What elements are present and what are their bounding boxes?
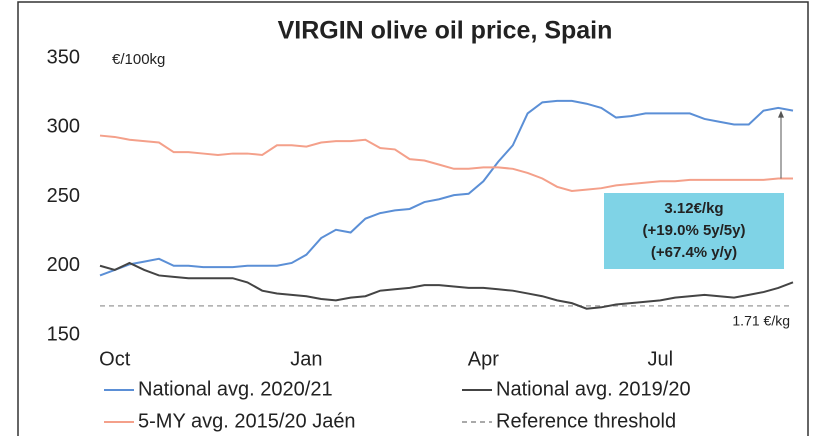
unit-label: €/100kg bbox=[112, 51, 165, 68]
x-tick-label: Oct bbox=[99, 348, 131, 370]
x-tick-label: Apr bbox=[468, 348, 499, 370]
series-line bbox=[99, 134, 793, 192]
annotation-text: (+19.0% 5y/5y) bbox=[643, 222, 746, 239]
legend-label: 5-MY avg. 2015/20 Jaén bbox=[138, 410, 356, 432]
chart-border bbox=[17, 1, 809, 436]
legend-label: National avg. 2020/21 bbox=[138, 378, 333, 400]
arrow-head bbox=[778, 110, 784, 118]
legend-label: Reference threshold bbox=[496, 410, 676, 432]
y-tick-label: 150 bbox=[47, 323, 80, 345]
annotation-box bbox=[604, 193, 784, 269]
annotation-text: 3.12€/kg bbox=[664, 200, 723, 217]
legend-label: National avg. 2019/20 bbox=[496, 378, 691, 400]
y-tick-label: 350 bbox=[47, 46, 80, 68]
reference-label: 1.71 €/kg bbox=[732, 313, 790, 329]
x-tick-label: Jul bbox=[648, 348, 674, 370]
x-tick-label: Jan bbox=[290, 348, 322, 370]
series-line bbox=[99, 261, 794, 310]
y-tick-label: 200 bbox=[47, 254, 80, 276]
chart-title: VIRGIN olive oil price, Spain bbox=[278, 17, 613, 45]
y-tick-label: 250 bbox=[47, 185, 80, 207]
y-tick-label: 300 bbox=[47, 116, 80, 138]
annotation-text: (+67.4% y/y) bbox=[651, 244, 737, 261]
series-line bbox=[99, 99, 794, 277]
